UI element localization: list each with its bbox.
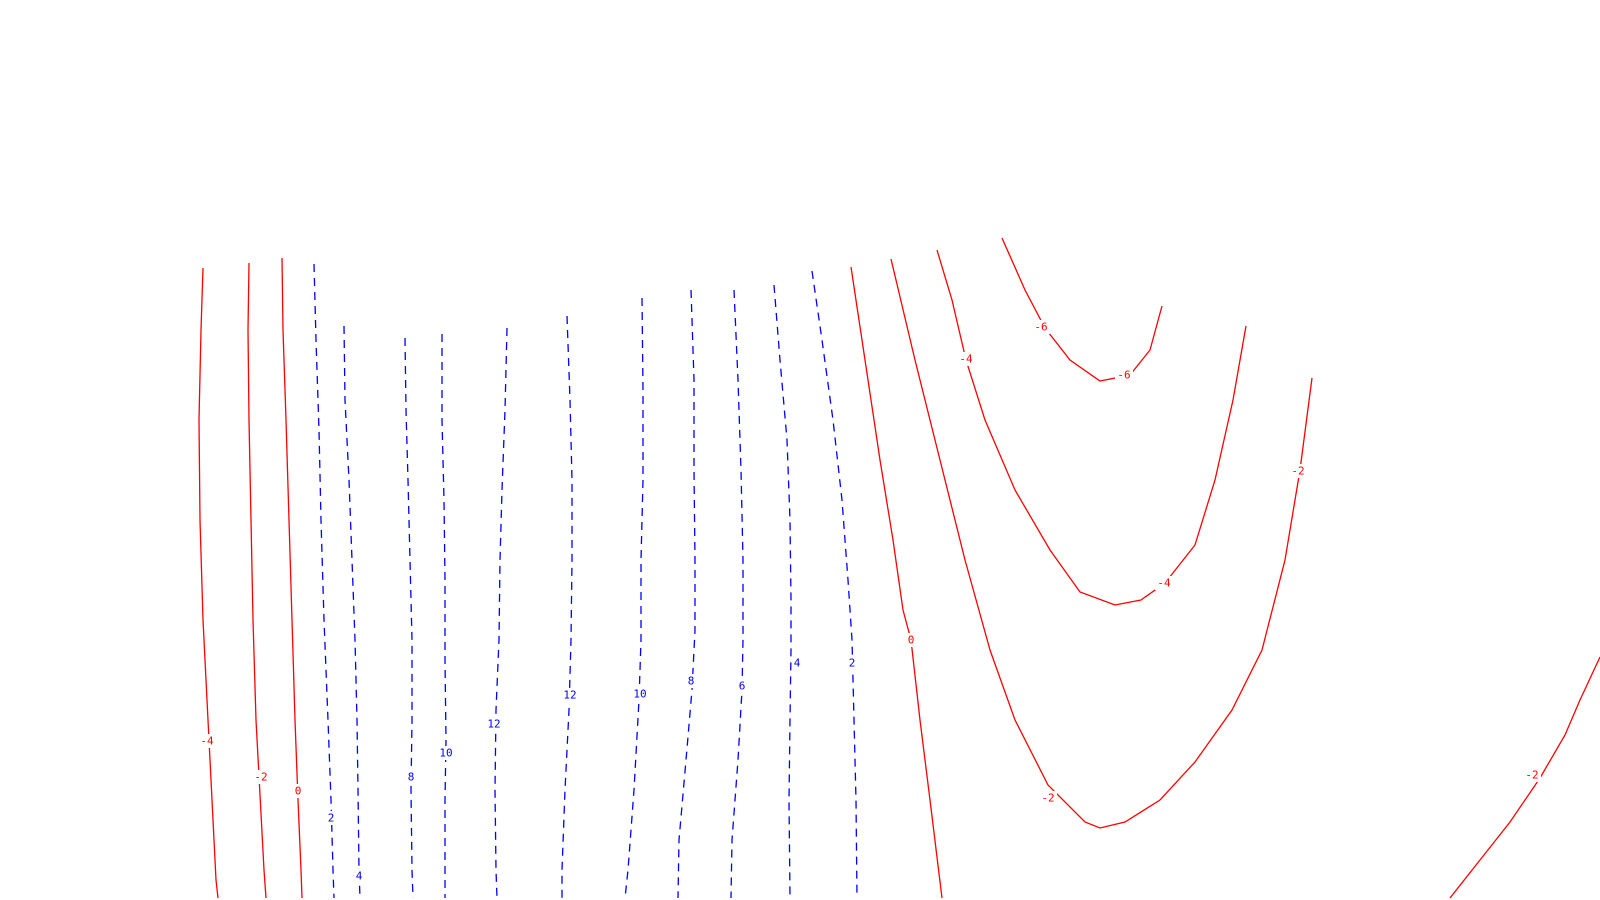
contour-label-bg bbox=[437, 746, 455, 760]
contour-label-bg bbox=[736, 679, 748, 693]
contour-line-0 bbox=[281, 257, 303, 899]
contour-label: -2 bbox=[1525, 769, 1538, 782]
contour-lines bbox=[198, 237, 1600, 899]
contour-line-4 bbox=[773, 284, 792, 899]
contour-label: -2 bbox=[1291, 465, 1304, 478]
contour-label: -2 bbox=[1041, 792, 1054, 805]
contour-label: -4 bbox=[959, 353, 973, 366]
contour-label: 0 bbox=[295, 785, 302, 798]
contour-line-8 bbox=[404, 337, 414, 899]
contour-line-12 bbox=[494, 327, 508, 899]
contour-line-2 bbox=[313, 263, 335, 899]
contour-label: 2 bbox=[328, 812, 335, 825]
contour-label: 10 bbox=[633, 688, 646, 701]
contour-label: 2 bbox=[849, 657, 856, 670]
contour-label: 0 bbox=[908, 634, 915, 647]
contour-label-bg bbox=[353, 869, 365, 883]
contour-label: -2 bbox=[254, 771, 267, 784]
contour-line-2 bbox=[811, 270, 858, 899]
contour-label-bg bbox=[905, 633, 917, 647]
contour-label-bg bbox=[1155, 576, 1173, 590]
contour-line-4 bbox=[343, 325, 361, 899]
contour-line-12 bbox=[561, 315, 573, 898]
contour-label: 4 bbox=[356, 870, 363, 883]
contour-label: 8 bbox=[688, 675, 695, 688]
contour-line-10 bbox=[624, 297, 644, 899]
contour-label-bg bbox=[791, 656, 803, 670]
contour-label: -6 bbox=[1034, 321, 1047, 334]
contour-line--4 bbox=[198, 267, 219, 899]
contour-label-bg bbox=[485, 717, 503, 731]
contour-label-bg bbox=[292, 784, 304, 798]
contour-label-bg bbox=[1115, 368, 1133, 382]
contour-label: -6 bbox=[1117, 369, 1130, 382]
contour-label: 6 bbox=[739, 680, 746, 693]
contour-label: 12 bbox=[563, 689, 576, 702]
contour-label-bg bbox=[685, 674, 697, 688]
contour-line-8 bbox=[677, 289, 696, 899]
contour-line-6 bbox=[730, 289, 744, 899]
contour-label-bg bbox=[325, 811, 337, 825]
contour-label: 8 bbox=[408, 771, 415, 784]
contour-label: 4 bbox=[794, 657, 801, 670]
contour-line-10 bbox=[441, 334, 447, 898]
contour-label: 12 bbox=[487, 718, 500, 731]
contour-label: -4 bbox=[1157, 577, 1171, 590]
contour-label-bg bbox=[631, 687, 649, 701]
contour-label: -4 bbox=[200, 735, 214, 748]
contour-label-bg bbox=[1039, 791, 1057, 805]
contour-label-bg bbox=[846, 656, 858, 670]
contour-line--2 bbox=[890, 258, 1313, 829]
contour-label-bg bbox=[561, 688, 579, 702]
contour-labels: -4 -2 0 2 4 8 10 12 12 10 8 6 4 2 0 -2 -4 -6 -6 -4 -2 -2 bbox=[198, 320, 1541, 883]
contour-label-bg bbox=[957, 352, 975, 366]
contour-line--4 bbox=[936, 249, 1247, 606]
contour-label-bg bbox=[198, 734, 216, 748]
contour-line--2 bbox=[247, 262, 267, 899]
contour-label-bg bbox=[1289, 464, 1307, 478]
contour-line-0 bbox=[850, 266, 943, 899]
contour-label-bg bbox=[1032, 320, 1050, 334]
contour-label-bg bbox=[252, 770, 270, 784]
contour-label-bg bbox=[405, 770, 417, 784]
contour-label-bg bbox=[1523, 768, 1541, 782]
contour-label: 10 bbox=[439, 747, 452, 760]
contour-line--6 bbox=[1001, 237, 1163, 382]
